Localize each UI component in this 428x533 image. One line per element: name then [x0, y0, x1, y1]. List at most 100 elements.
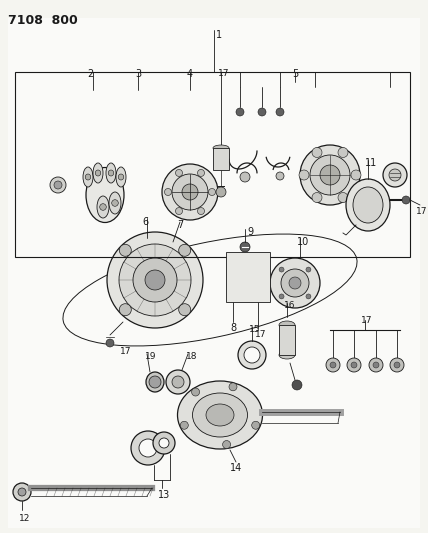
- Circle shape: [172, 376, 184, 388]
- Circle shape: [182, 184, 198, 200]
- Circle shape: [347, 358, 361, 372]
- Text: 18: 18: [186, 352, 197, 361]
- Circle shape: [300, 145, 360, 205]
- Text: 10: 10: [297, 237, 309, 247]
- Ellipse shape: [112, 200, 118, 206]
- Circle shape: [197, 169, 205, 176]
- Circle shape: [236, 108, 244, 116]
- Text: 17: 17: [361, 316, 372, 325]
- Circle shape: [216, 187, 226, 197]
- Text: 7: 7: [177, 220, 183, 230]
- Circle shape: [119, 244, 131, 256]
- Circle shape: [312, 148, 322, 157]
- Ellipse shape: [100, 204, 106, 211]
- Circle shape: [389, 169, 401, 181]
- Circle shape: [18, 488, 26, 496]
- Text: 19: 19: [145, 352, 157, 361]
- Circle shape: [306, 294, 311, 299]
- Circle shape: [119, 244, 191, 316]
- Text: 2: 2: [87, 69, 93, 79]
- Circle shape: [310, 155, 350, 195]
- Text: 17: 17: [255, 330, 267, 339]
- Bar: [213, 148, 229, 170]
- Circle shape: [192, 388, 199, 396]
- Text: 12: 12: [19, 514, 30, 523]
- Circle shape: [383, 163, 407, 187]
- Ellipse shape: [146, 372, 164, 392]
- Circle shape: [252, 421, 260, 429]
- Circle shape: [208, 189, 216, 196]
- Circle shape: [223, 441, 231, 449]
- Ellipse shape: [118, 174, 124, 180]
- Circle shape: [172, 174, 208, 210]
- Ellipse shape: [116, 167, 126, 187]
- Text: 11: 11: [365, 158, 377, 168]
- Circle shape: [119, 304, 131, 316]
- Text: 16: 16: [284, 301, 295, 310]
- Circle shape: [312, 192, 322, 203]
- Circle shape: [133, 258, 177, 302]
- Circle shape: [292, 380, 302, 390]
- Circle shape: [232, 264, 264, 296]
- Text: 14: 14: [230, 463, 242, 473]
- Ellipse shape: [106, 163, 116, 183]
- Circle shape: [139, 439, 157, 457]
- Circle shape: [320, 165, 340, 185]
- Circle shape: [54, 181, 62, 189]
- Bar: [226, 252, 270, 302]
- Circle shape: [238, 341, 266, 369]
- Circle shape: [50, 177, 66, 193]
- Circle shape: [369, 358, 383, 372]
- Circle shape: [330, 362, 336, 368]
- Circle shape: [240, 172, 250, 182]
- Circle shape: [229, 383, 237, 391]
- Text: 5: 5: [292, 69, 298, 79]
- Text: 17: 17: [218, 69, 229, 78]
- Circle shape: [299, 170, 309, 180]
- Text: 8: 8: [230, 323, 236, 333]
- Circle shape: [197, 207, 205, 215]
- Circle shape: [270, 258, 320, 308]
- Circle shape: [159, 438, 169, 448]
- Circle shape: [179, 244, 191, 256]
- Ellipse shape: [193, 393, 247, 437]
- Ellipse shape: [346, 179, 390, 231]
- Circle shape: [390, 358, 404, 372]
- Circle shape: [258, 108, 266, 116]
- Text: 15: 15: [249, 325, 261, 334]
- Circle shape: [279, 267, 284, 272]
- Ellipse shape: [93, 163, 103, 183]
- Text: 1: 1: [216, 30, 222, 40]
- Circle shape: [281, 269, 309, 297]
- Circle shape: [289, 277, 301, 289]
- Circle shape: [164, 189, 172, 196]
- Text: 4: 4: [187, 69, 193, 79]
- Circle shape: [106, 339, 114, 347]
- Circle shape: [13, 483, 31, 501]
- Ellipse shape: [279, 321, 295, 329]
- Circle shape: [306, 267, 311, 272]
- Circle shape: [244, 347, 260, 363]
- Ellipse shape: [178, 381, 262, 449]
- Ellipse shape: [97, 196, 109, 218]
- Bar: [279, 325, 295, 355]
- Bar: [15, 72, 410, 257]
- Circle shape: [279, 294, 284, 299]
- Ellipse shape: [86, 167, 124, 222]
- Ellipse shape: [85, 174, 91, 180]
- Circle shape: [175, 207, 182, 215]
- Ellipse shape: [213, 145, 229, 151]
- Ellipse shape: [109, 192, 121, 214]
- Ellipse shape: [108, 170, 114, 176]
- Circle shape: [166, 370, 190, 394]
- Circle shape: [107, 232, 203, 328]
- Ellipse shape: [83, 167, 93, 187]
- Circle shape: [276, 172, 284, 180]
- Circle shape: [179, 304, 191, 316]
- Ellipse shape: [353, 187, 383, 223]
- Circle shape: [153, 432, 175, 454]
- Circle shape: [145, 270, 165, 290]
- Circle shape: [162, 164, 218, 220]
- Circle shape: [351, 362, 357, 368]
- Circle shape: [149, 376, 161, 388]
